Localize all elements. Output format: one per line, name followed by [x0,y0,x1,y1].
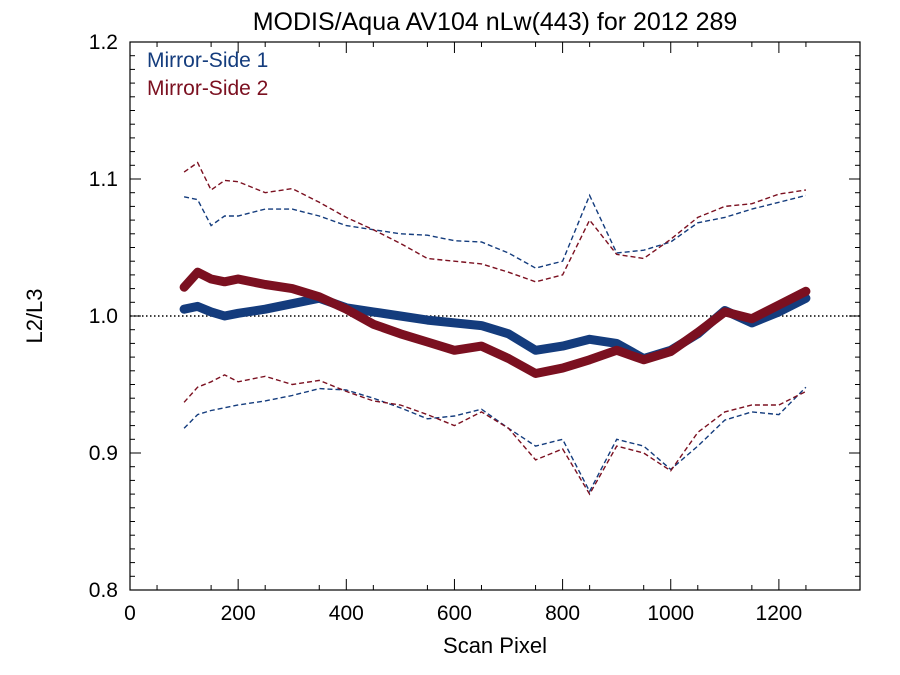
y-axis-label: L2/L3 [22,288,47,343]
x-tick-label: 600 [437,602,472,625]
series-1 [179,193,811,493]
x-tick-label: 1200 [756,602,803,625]
series-2-point [532,370,540,378]
series-2-point [586,356,594,364]
series-1-point [532,346,540,354]
x-axis-label: Scan Pixel [443,633,547,658]
axes: 0 200 400 600 800 1000 1200 0.8 0.9 1.0 1.1 1.2 [89,31,860,625]
series-1-point [261,305,269,313]
series-2-point [640,356,648,364]
series-1-point [559,342,567,350]
x-tick-label: 400 [329,602,364,625]
series-2-point [180,283,188,291]
series-2-point [261,280,269,288]
series-2-point [505,354,513,362]
series-2-mean-line [179,267,811,378]
series-1-point [180,305,188,313]
x-tick-label: 800 [545,602,580,625]
series-1-point [423,316,431,324]
series-2-point [613,346,621,354]
series-2-point [477,342,485,350]
series-1-point [207,308,215,316]
x-tick-label: 200 [221,602,256,625]
series-2-point [288,285,296,293]
series-1-point [221,312,229,320]
series-1-point [288,300,296,308]
series-1-point [505,330,513,338]
series-2-point [234,275,242,283]
series-2-point [450,346,458,354]
y-tick-label: 0.9 [89,442,118,465]
series-1-point [586,335,594,343]
chart-marks [130,161,860,496]
series-2-point [369,320,377,328]
series-2 [179,161,811,496]
y-tick-label: 1.0 [89,305,118,328]
series-1-point [396,312,404,320]
series-2-point [396,330,404,338]
series-2-point [667,348,675,356]
chart-title: MODIS/Aqua AV104 nLw(443) for 2012 289 [253,8,738,36]
series-1-point [194,302,202,310]
series-2-point [748,315,756,323]
y-tick-label: 1.2 [89,31,118,54]
series-2-point [423,338,431,346]
legend-entry-mirror-side-2: Mirror-Side 2 [147,77,268,100]
series-2-point [315,293,323,301]
series-2-point [207,275,215,283]
y-tick-label: 1.1 [89,168,118,191]
series-2-point [221,278,229,286]
series-2-point [559,364,567,372]
x-tick-label: 1000 [647,602,694,625]
series-2-point [802,287,810,295]
series-1-point [613,339,621,347]
series-2-point [194,268,202,276]
series-1-point [369,308,377,316]
legend: Mirror-Side 1 Mirror-Side 2 [147,49,268,100]
series-2-lower-bound-line [183,374,807,496]
series-2-point [694,328,702,336]
series-1-upper-bound-line [183,193,807,269]
series-2-point [721,308,729,316]
series-1-point [234,309,242,317]
x-tick-label: 0 [124,602,136,625]
series-2-point [342,305,350,313]
series-1-lower-bound-line [183,386,807,493]
y-tick-label: 0.8 [89,579,118,602]
series-1-point [450,319,458,327]
series-2-upper-bound-line [183,161,807,283]
series-2-point [775,301,783,309]
legend-entry-mirror-side-1: Mirror-Side 1 [147,49,268,72]
series-1-point [477,322,485,330]
